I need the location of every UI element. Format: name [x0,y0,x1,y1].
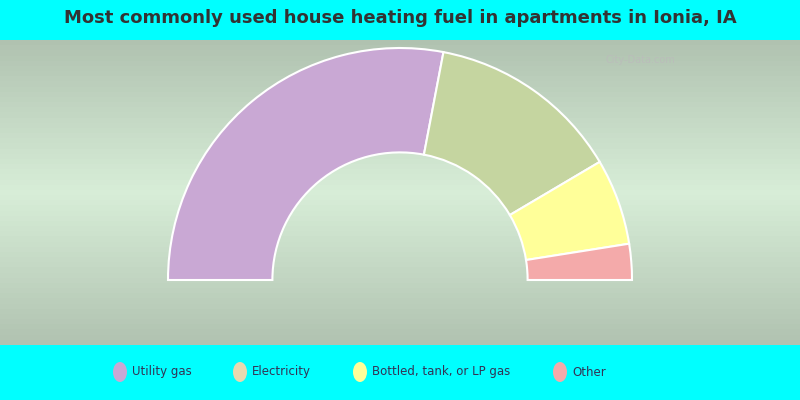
Bar [0,86,800,92]
Bar [0,169,800,174]
Bar [0,205,800,210]
Bar [0,81,800,86]
Bar [0,195,800,200]
Text: Most commonly used house heating fuel in apartments in Ionia, IA: Most commonly used house heating fuel in… [64,9,736,27]
Bar [0,345,800,400]
Bar [0,97,800,102]
Bar [0,164,800,169]
Bar [0,345,800,350]
Bar [0,138,800,143]
Bar [0,272,800,278]
Bar [0,112,800,118]
Bar [0,252,800,257]
Bar [0,293,800,298]
Bar [0,56,800,61]
Bar [0,278,800,283]
Bar [0,123,800,128]
Bar [0,107,800,112]
Text: Other: Other [572,366,606,378]
Text: Utility gas: Utility gas [132,366,192,378]
Bar [0,66,800,71]
Text: City-Data.com: City-Data.com [605,55,675,65]
Bar [0,309,800,314]
Bar [0,133,800,138]
Bar [0,50,800,56]
Bar [0,262,800,267]
Bar [0,257,800,262]
Wedge shape [168,48,443,280]
Bar [0,159,800,164]
Text: Bottled, tank, or LP gas: Bottled, tank, or LP gas [372,366,510,378]
Bar [0,231,800,236]
Ellipse shape [113,362,127,382]
Bar [0,236,800,242]
Bar [0,221,800,226]
Bar [0,180,800,185]
Bar [0,185,800,190]
Bar [0,143,800,148]
Bar [0,226,800,231]
Bar [0,148,800,154]
Bar [0,288,800,293]
Bar [0,324,800,329]
Bar [0,247,800,252]
Text: Electricity: Electricity [252,366,311,378]
Bar [0,334,800,340]
Bar [0,0,800,40]
Bar [0,92,800,97]
Bar [0,298,800,304]
Bar [0,45,800,50]
Bar [0,154,800,159]
Bar [0,71,800,76]
Wedge shape [510,162,629,260]
Bar [0,304,800,309]
Bar [0,216,800,221]
Ellipse shape [233,362,247,382]
Wedge shape [526,244,632,280]
Bar [0,118,800,123]
Ellipse shape [353,362,367,382]
Bar [0,61,800,66]
Bar [0,210,800,216]
Bar [0,102,800,107]
Bar [0,267,800,272]
Bar [0,128,800,133]
Bar [0,340,800,345]
Bar [0,329,800,334]
Ellipse shape [553,362,567,382]
Bar [0,76,800,81]
Bar [0,174,800,180]
Bar [0,319,800,324]
Wedge shape [424,52,600,215]
Bar [0,190,800,195]
Bar [0,242,800,247]
Bar [0,200,800,205]
Bar [0,283,800,288]
Bar [0,40,800,45]
Bar [0,314,800,319]
